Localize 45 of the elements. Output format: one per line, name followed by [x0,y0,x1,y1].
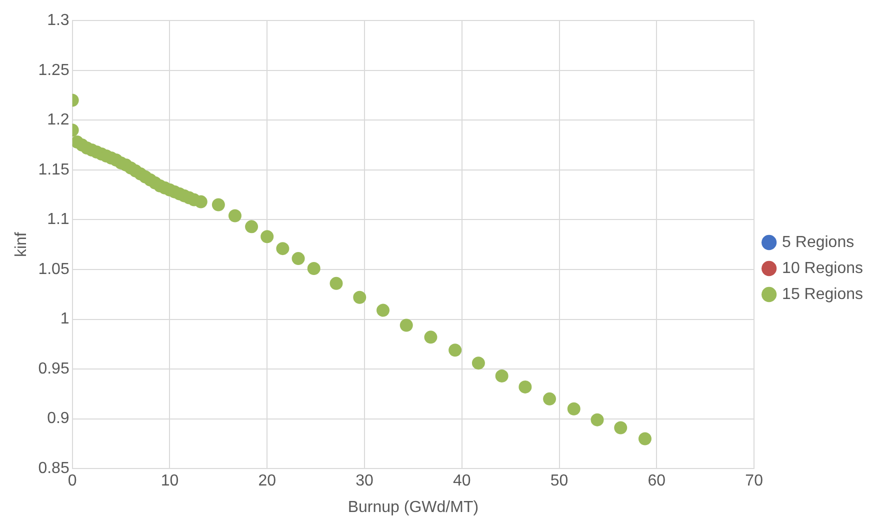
x-tick-label: 10 [160,472,179,490]
y-tick-label: 1 [60,310,70,328]
point [353,290,366,304]
point [212,198,225,212]
x-tick-label: 20 [258,472,276,490]
point [567,402,580,416]
point [614,421,628,434]
y-tick-label: 1.1 [47,211,70,228]
y-tick-label: 0.95 [38,360,70,378]
point [194,195,208,208]
point [276,242,290,256]
y-tick-label: 1.05 [38,260,70,278]
legend-label: 10 Regions [782,260,864,277]
y-tick-label: 1.3 [47,12,70,30]
point [245,220,258,234]
point [307,262,320,275]
x-tick-label: 40 [452,472,471,490]
point [330,276,343,290]
point [400,318,413,332]
x-tick-label: 0 [68,472,77,490]
x-tick-label: 60 [648,472,666,490]
y-tick-label: 1.25 [38,62,70,79]
point [518,380,532,394]
point [495,370,508,383]
point [590,413,604,426]
point [424,330,438,344]
x-tick-label: 30 [356,472,374,490]
x-tick-label: 50 [550,472,568,490]
y-tick-label: 1.2 [47,112,70,129]
y-tick-label: 0.85 [38,460,70,478]
point [543,392,556,406]
point [292,252,305,266]
legend-label: 5 Regions [782,234,854,251]
point [228,209,242,222]
y-tick-label: 0.9 [47,410,70,428]
legend-label: 15 Regions [782,286,864,303]
point [638,432,652,446]
y-axis-title: kinf [13,232,30,258]
x-axis-title: Burnup (GWd/MT) [348,498,479,516]
y-tick-label: 1.15 [38,161,70,178]
x-tick-label: 70 [745,472,764,490]
point [260,230,274,244]
point [376,304,390,317]
point [472,356,485,370]
point [448,344,462,357]
